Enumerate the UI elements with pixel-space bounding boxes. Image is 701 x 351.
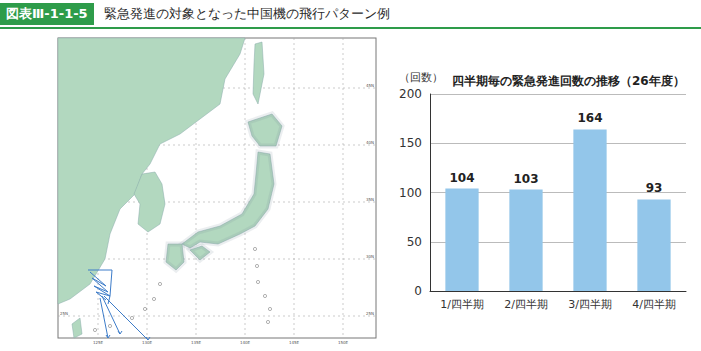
svg-text:4/四半期: 4/四半期 bbox=[632, 298, 676, 311]
svg-text:0: 0 bbox=[414, 284, 422, 298]
svg-text:200: 200 bbox=[399, 87, 422, 101]
html-text:緊急発進の対象となった中国機の飛行パターン例: 緊急発進の対象となった中国機の飛行パターン例 bbox=[104, 6, 390, 21]
svg-text:50: 50 bbox=[407, 235, 422, 249]
svg-text:100: 100 bbox=[399, 186, 422, 200]
svg-text:30N: 30N bbox=[366, 254, 374, 259]
svg-text:3/四半期: 3/四半期 bbox=[568, 298, 612, 311]
svg-text:35N: 35N bbox=[366, 197, 374, 202]
svg-text:40N: 40N bbox=[366, 140, 374, 145]
svg-text:四半期毎の緊急発進回数の推移（26年度）: 四半期毎の緊急発進回数の推移（26年度） bbox=[452, 74, 685, 88]
svg-text:135E: 135E bbox=[191, 340, 202, 345]
svg-text:2/四半期: 2/四半期 bbox=[504, 298, 548, 311]
svg-text:45N: 45N bbox=[366, 83, 374, 88]
svg-text:104: 104 bbox=[449, 171, 474, 185]
svg-text:145E: 145E bbox=[289, 340, 300, 345]
svg-text:25N: 25N bbox=[366, 311, 374, 316]
svg-text:125E: 125E bbox=[93, 340, 104, 345]
svg-text:（回数）: （回数） bbox=[399, 71, 443, 84]
svg-text:140E: 140E bbox=[240, 340, 251, 345]
html-text:図表Ⅲ-1-1-5: 図表Ⅲ-1-1-5 bbox=[6, 6, 88, 21]
svg-text:150: 150 bbox=[399, 136, 422, 150]
svg-text:164: 164 bbox=[577, 111, 602, 125]
svg-text:130E: 130E bbox=[142, 340, 153, 345]
svg-text:1/四半期: 1/四半期 bbox=[440, 298, 484, 311]
svg-text:150E: 150E bbox=[338, 340, 349, 345]
svg-text:25N: 25N bbox=[60, 311, 68, 316]
svg-text:103: 103 bbox=[513, 172, 538, 186]
svg-text:93: 93 bbox=[646, 181, 663, 195]
